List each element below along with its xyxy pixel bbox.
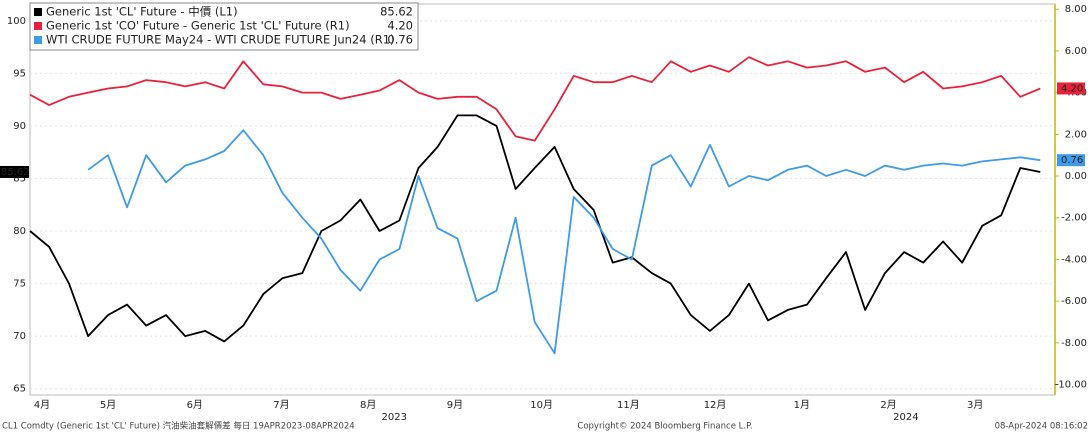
- plot-area: [29, 3, 1056, 396]
- y-tick-label: 65: [13, 384, 26, 395]
- legend-label: WTI CRUDE FUTURE May24 - WTI CRUDE FUTUR…: [46, 33, 395, 47]
- x-tick-label: 4月: [34, 399, 50, 411]
- axes: 657075808590951008.006.004.002.000.00-2.…: [0, 4, 1087, 423]
- x-tick-label: 7月: [273, 399, 289, 411]
- y-tick-label: 75: [13, 279, 26, 290]
- legend-swatch: [34, 36, 42, 44]
- series-line: [29, 114, 1041, 343]
- y2-tick-label: 6.00: [1065, 46, 1087, 57]
- y2-tick-label: -8.00: [1061, 338, 1087, 349]
- x-tick-label: 6月: [187, 399, 203, 411]
- y-tick-label: 80: [13, 226, 26, 237]
- y-tick-label: 70: [13, 331, 26, 342]
- year-label: 2024: [893, 412, 918, 423]
- x-tick-label: 3月: [967, 399, 983, 411]
- footer-center: Copyright© 2024 Bloomberg Finance L.P.: [577, 422, 752, 432]
- legend-value: 0.76: [387, 33, 413, 47]
- y2-tick-label: -6.00: [1061, 296, 1087, 307]
- last-value-label: 0.76: [1061, 155, 1083, 166]
- y-tick-label: 85: [13, 173, 26, 184]
- x-tick-label: 10月: [530, 399, 553, 411]
- x-tick-label: 1月: [794, 399, 810, 411]
- year-label: 2023: [381, 412, 406, 423]
- y2-tick-label: 2.00: [1065, 129, 1087, 140]
- y2-tick-label: 8.00: [1065, 4, 1087, 15]
- last-value-tag: [1057, 154, 1085, 167]
- last-value-label: 85.62: [1, 167, 30, 178]
- legend-box: [29, 2, 419, 51]
- legend-value: 4.20: [387, 19, 413, 33]
- y-tick-label: 90: [13, 121, 26, 132]
- y-tick-label: 95: [13, 68, 26, 79]
- legend: Generic 1st 'CL' Future - 中價 (L1) 85.62 Ge…: [29, 2, 419, 51]
- legend-swatch: [34, 8, 42, 16]
- y2-tick-label: -10.00: [1055, 380, 1087, 391]
- legend-label: Generic 1st 'CL' Future - 中價 (L1): [46, 5, 238, 19]
- x-tick-label: 2月: [880, 399, 896, 411]
- x-tick-label: 5月: [100, 399, 116, 411]
- y2-tick-label: -4.00: [1061, 254, 1087, 265]
- legend-value: 85.62: [380, 5, 413, 19]
- series-line: [87, 129, 1041, 355]
- last-value-tag: [0, 165, 29, 178]
- x-tick-label: 11月: [617, 399, 640, 411]
- y2-tick-label: -2.00: [1061, 213, 1087, 224]
- legend-swatch: [34, 22, 42, 30]
- x-tick-label: 8月: [360, 399, 376, 411]
- x-tick-label: 9月: [447, 399, 463, 411]
- last-value-tag: [1057, 82, 1085, 95]
- series-line: [29, 56, 1041, 142]
- footer-left: CL1 Comdty (Generic 1st 'CL' Future) 汽油柴…: [2, 421, 355, 432]
- footer-right: 08-Apr-2024 08:16:02: [995, 422, 1088, 432]
- last-value-label: 4.20: [1061, 83, 1083, 94]
- y-tick-label: 100: [7, 16, 26, 27]
- x-tick-label: 12月: [704, 399, 727, 411]
- lines: [29, 56, 1041, 355]
- legend-label: Generic 1st 'CO' Future - Generic 1st 'C…: [46, 19, 350, 33]
- y2-tick-label: 0.00: [1065, 171, 1087, 182]
